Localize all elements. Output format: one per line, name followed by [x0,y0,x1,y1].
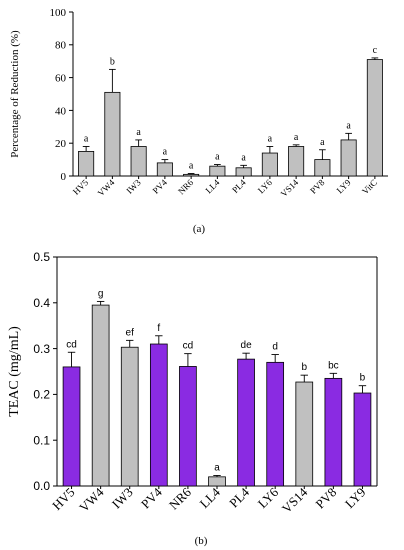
significance-letter: a [241,152,246,163]
significance-letter: d [272,342,278,353]
chart-panel-a: 0 20 40 60 80 100 Percentage of Reduction (%) a… [9,7,388,199]
y-tick-label: 100 [50,7,67,19]
bar-ly9 [353,392,372,487]
panel-label-a: (a) [193,223,206,235]
bar-vw4 [91,304,110,487]
bar-ly9 [340,139,357,177]
bar-pv4 [156,162,173,177]
x-tick-label: PL4 [226,484,252,510]
bar-pl4 [237,358,255,487]
y-tick-label: 0.4 [33,296,50,310]
x-tick-label: VS14 [279,484,311,516]
significance-letter: b [301,362,307,373]
x-tick-label: VS14 [279,177,301,199]
x-tick-label: VitC [360,177,379,196]
x-tick-label: HV5 [71,177,91,197]
x-tick-label: PV8 [308,177,327,196]
significance-letter: a [163,147,168,158]
x-tick-label: VW4 [96,177,117,198]
significance-letter: f [157,323,160,334]
panel-label-b: (b) [195,535,208,547]
significance-letter: ef [126,327,135,338]
bar-ll4 [209,165,226,177]
x-tick-label: NR6 [166,484,194,512]
bar-ly6 [261,152,278,177]
y-tick-label: 0.2 [33,388,50,402]
y-tick-label: 40 [55,105,67,117]
x-tick-label: LL4 [197,484,224,511]
significance-letter: g [98,288,104,299]
x-tick-label: PV4 [151,177,170,196]
y-tick-label: 0.0 [33,479,50,493]
bar-hv5 [78,150,95,177]
x-tick-label: LY6 [255,484,282,511]
y-tick-label: 0 [61,171,67,183]
x-tick-label: IW3 [124,177,143,196]
significance-letter: b [110,56,115,67]
significance-letter: a [214,462,220,473]
significance-letter: a [294,132,299,143]
x-tick-label: HV5 [49,485,77,513]
x-tick-label: LY9 [335,177,353,195]
x-tick-label: LY6 [256,177,274,195]
bar-vs14 [295,381,314,487]
y-tick-label: 0.3 [33,342,50,356]
bar-vs14 [288,146,305,177]
bar-nr6 [179,366,197,487]
bar-pl4 [235,167,252,177]
bar-vitc [366,59,383,177]
x-tick-label: LY9 [342,485,369,512]
bar-nr6 [183,173,200,177]
chart-panel-b: 0.0 0.1 0.2 0.3 0.4 0.5 TEAC (mg/mL) cd HV5 g VW4 e… [7,250,378,516]
x-tick-label: IW3 [109,485,136,512]
significance-letter: a [136,127,141,138]
y-tick-label: 20 [55,138,67,150]
x-tick-label: PV4 [138,484,165,511]
bar-pv4 [149,343,168,487]
bar-iw3 [130,146,147,177]
x-tick-label: NR6 [176,177,195,196]
significance-letter: cd [66,339,77,350]
x-tick-label: VW4 [76,484,107,515]
bar-vw4 [104,91,121,177]
bar-ly6 [266,361,285,487]
y-tick-label: 60 [55,72,67,84]
x-tick-label: LL4 [203,177,221,195]
bar-iw3 [120,346,139,487]
y-axis-label: TEAC (mg/mL) [7,326,22,417]
bar-pv8 [314,159,331,177]
y-tick-label: 0.1 [33,433,50,447]
x-tick-label: PL4 [230,177,248,195]
x-tick-label: PV8 [312,485,339,512]
bar-pv8 [324,377,343,487]
bar-hv5 [62,366,81,487]
significance-letter: a [215,152,220,163]
significance-letter: a [268,133,273,144]
significance-letter: de [241,340,253,351]
significance-letter: b [360,373,366,384]
significance-letter: bc [328,360,339,371]
significance-letter: a [320,137,325,148]
significance-letter: a [84,133,89,144]
significance-letter: a [189,161,194,172]
significance-letter: cd [183,341,194,352]
y-tick-label: 0.5 [33,250,50,264]
significance-letter: c [373,45,378,56]
significance-letter: a [346,120,351,131]
y-tick-label: 80 [55,40,67,52]
y-axis-label: Percentage of Reduction (%) [9,30,21,158]
